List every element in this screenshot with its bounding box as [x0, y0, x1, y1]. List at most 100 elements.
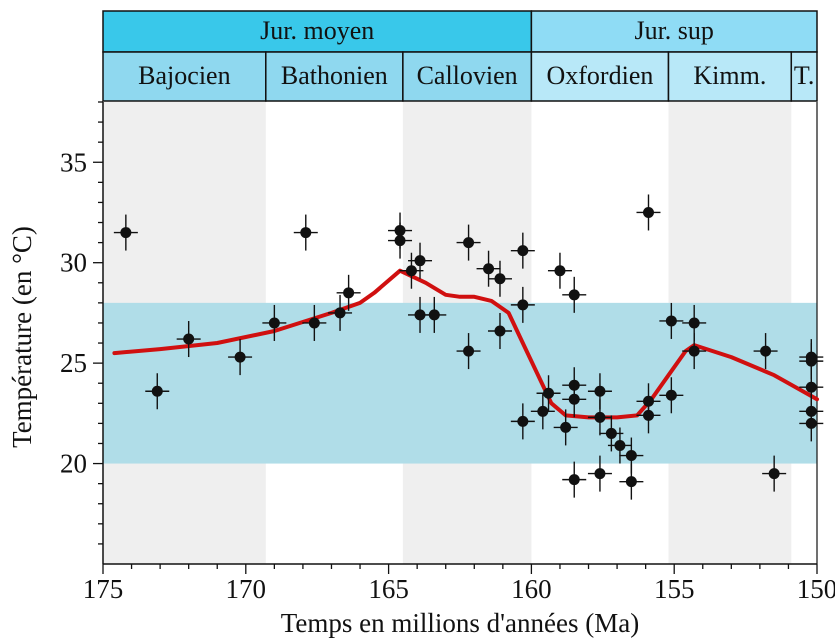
point-marker — [463, 237, 475, 249]
data-point — [388, 222, 413, 259]
point-marker — [537, 405, 549, 417]
stage-cell-3 — [530, 51, 670, 102]
point-marker — [568, 393, 580, 405]
y-tick-label: 35 — [60, 147, 87, 177]
epoch-label: Jur. moyen — [260, 16, 374, 45]
data-point — [636, 397, 661, 434]
data-point — [510, 232, 535, 269]
stage-cell-1 — [265, 51, 404, 102]
x-tick-label: 155 — [654, 574, 695, 604]
data-point — [619, 437, 644, 474]
data-point — [176, 321, 201, 358]
point-marker — [414, 309, 426, 321]
point-marker — [463, 345, 475, 357]
stage-label: T. — [794, 61, 814, 90]
x-tick-label: 165 — [368, 574, 409, 604]
trend-line — [112, 268, 819, 420]
data-point — [113, 214, 138, 251]
point-marker — [560, 421, 572, 433]
point-marker — [517, 245, 529, 257]
point-marker — [543, 387, 555, 399]
data-point — [302, 304, 327, 341]
point-marker — [568, 289, 580, 301]
data-points — [113, 194, 824, 500]
stage-cell-4 — [667, 51, 793, 102]
point-marker — [625, 476, 637, 488]
point-marker — [665, 315, 677, 327]
point-marker — [308, 317, 320, 329]
data-point — [328, 294, 353, 331]
stage-label: Bajocien — [138, 61, 230, 90]
data-point — [293, 214, 318, 251]
data-point — [562, 276, 587, 313]
x-axis-label: Temps en millions d'années (Ma) — [281, 608, 639, 638]
data-point — [476, 250, 501, 287]
point-marker — [642, 206, 654, 218]
point-marker — [805, 381, 817, 393]
x-tick-label: 170 — [226, 574, 267, 604]
point-marker — [183, 333, 195, 345]
point-marker — [234, 351, 246, 363]
x-tick-label: 160 — [511, 574, 552, 604]
point-marker — [665, 389, 677, 401]
point-marker — [805, 417, 817, 429]
point-marker — [688, 317, 700, 329]
point-marker — [300, 227, 312, 239]
point-marker — [594, 411, 606, 423]
data-point — [753, 333, 778, 370]
point-marker — [768, 468, 780, 480]
data-point — [456, 333, 481, 370]
axes — [102, 102, 818, 565]
stage-label: Callovien — [417, 61, 518, 90]
point-marker — [405, 265, 417, 277]
data-point — [799, 369, 824, 406]
y-tick-label: 30 — [60, 248, 87, 278]
y-tick-label: 25 — [60, 348, 87, 378]
y-tick-label: 20 — [60, 449, 87, 479]
point-marker — [642, 409, 654, 421]
point-marker — [605, 427, 617, 439]
data-point — [408, 242, 433, 279]
point-marker — [394, 235, 406, 247]
point-marker — [151, 385, 163, 397]
data-point — [762, 455, 787, 492]
temperature-band — [103, 302, 817, 464]
point-marker — [517, 299, 529, 311]
data-point — [587, 455, 612, 492]
stage-label: Kimm. — [693, 61, 766, 90]
point-marker — [334, 307, 346, 319]
data-point — [799, 405, 824, 442]
data-point — [336, 274, 361, 311]
point-marker — [343, 287, 355, 299]
data-point — [553, 409, 578, 446]
data-point — [530, 393, 555, 430]
point-marker — [614, 439, 626, 451]
data-point — [562, 461, 587, 498]
stage-label: Oxfordien — [547, 61, 654, 90]
point-marker — [760, 345, 772, 357]
stage-header: Bajocien Bathonien Callovien Oxfordien Kimm.… — [102, 51, 818, 102]
data-point — [587, 399, 612, 436]
x-ticks: 175 170 165 160 155 150 — [83, 564, 835, 604]
point-marker — [120, 227, 132, 239]
data-point — [487, 312, 512, 349]
y-axis-label: Température (en °C) — [7, 226, 37, 448]
point-marker — [554, 265, 566, 277]
point-marker — [688, 345, 700, 357]
data-point — [456, 224, 481, 261]
data-point — [636, 194, 661, 231]
data-point — [659, 377, 684, 414]
data-point — [145, 373, 170, 410]
data-point — [607, 427, 632, 464]
epoch-header: Jur. moyen Jur. sup — [102, 10, 818, 53]
point-marker — [568, 474, 580, 486]
data-point — [547, 252, 572, 289]
point-marker — [805, 355, 817, 367]
data-point — [659, 302, 684, 339]
data-point — [562, 381, 587, 418]
data-point — [487, 260, 512, 297]
point-marker — [483, 263, 495, 275]
x-tick-label: 150 — [797, 574, 835, 604]
data-point — [682, 333, 707, 370]
